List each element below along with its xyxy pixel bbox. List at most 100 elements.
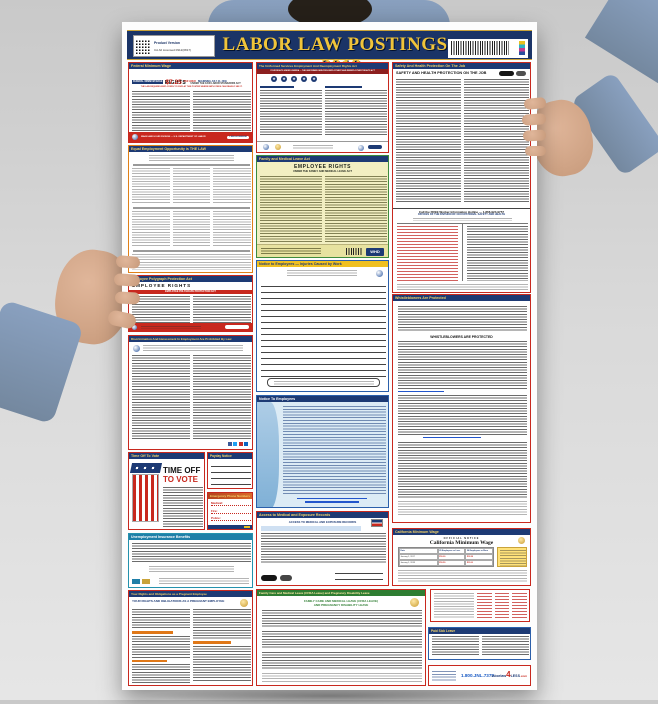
star-logo-icon: ★	[291, 76, 297, 82]
section-title: Whistleblowers Are Protected	[393, 295, 530, 301]
wage-table-cell: January 1, 2018	[399, 560, 438, 566]
body-text-lines	[325, 90, 387, 136]
section-title: Notice To Employees	[257, 396, 388, 402]
injury-form-lines	[261, 281, 386, 377]
star-logo-icon: ★	[311, 76, 317, 82]
orange-subhead-bar	[193, 641, 231, 644]
body-column	[132, 609, 190, 684]
strip-accent	[244, 526, 250, 528]
footer-text-lines	[141, 325, 201, 329]
fmla-subheading: UNDER THE FAMILY AND MEDICAL LEAVE ACT	[293, 170, 352, 173]
section-paid-sick-leave: Paid Sick Leave	[428, 627, 531, 660]
agency-logos-row	[132, 579, 150, 584]
section-title: Discrimination And Harassment In Employm…	[129, 336, 252, 342]
ballot-box-stripes	[132, 474, 159, 522]
table-divider	[462, 224, 463, 281]
poster-header: Product Version CA All Licensed 0912(081…	[127, 30, 532, 77]
body-text-lines	[163, 487, 203, 527]
poster-floor-shadow	[140, 688, 520, 704]
section-pregnant-employee-rights: Your Rights and Obligations as a Pregnan…	[128, 590, 253, 686]
wage-table-cell: $10.00	[437, 554, 466, 560]
osha-pill-icon	[280, 575, 292, 581]
section-payday-notice: Payday Notice	[207, 452, 253, 489]
body-text-lines	[132, 91, 190, 131]
qr-code-icon	[136, 39, 151, 54]
wage-effective-date: BEGINNING JULY 24, 2009	[197, 81, 227, 83]
wage-table-header: 25 Employees or Less	[437, 548, 466, 554]
edd-wave-decoration	[257, 402, 279, 507]
fmla-footer-strip: WHD	[257, 244, 388, 257]
dol-phone-pill: 1-866-4-USWAGE	[227, 135, 249, 139]
body-text-lines	[132, 168, 170, 204]
section-title: Time Off To Vote	[129, 453, 204, 459]
body-text-lines	[261, 533, 386, 563]
footer-fineprint-lines	[432, 671, 456, 681]
offices-subline	[413, 218, 512, 221]
section-title: Payday Notice	[208, 453, 252, 459]
section-title: Emergency Phone Numbers	[208, 493, 252, 499]
body-text-lines	[262, 652, 422, 670]
intro-text-lines	[287, 270, 357, 278]
emergency-row: Medical:	[211, 501, 251, 506]
section-injuries-caused-by-work: Notice to Employees — Injuries Caused by…	[256, 260, 389, 392]
body-text-lines	[262, 631, 422, 649]
body-text-lines	[260, 176, 322, 242]
section-title: Equal Employment Opportunity is THE LAW	[129, 146, 252, 152]
brand-post: less	[510, 674, 520, 678]
color-calibration-strip	[519, 41, 525, 55]
body-text-lines	[132, 296, 190, 323]
body-column	[193, 609, 251, 683]
body-text-lines	[432, 636, 479, 657]
body-text-lines	[325, 176, 387, 242]
emergency-row: Fire:	[211, 509, 251, 514]
wage-table-cell: $10.50	[465, 554, 493, 560]
footer-text-lines	[261, 248, 321, 256]
cfra-heading-1: FAMILY CARE AND MEDICAL LEAVE (CFRA LEAV…	[304, 599, 378, 603]
cal-osha-pill-icon	[261, 575, 277, 581]
body-text-lines	[172, 168, 211, 204]
section-title: Family Care and Medical Leave (CFRA Leav…	[257, 590, 425, 596]
footer-pill	[225, 325, 249, 329]
section-time-off-to-vote: Time Off To Vote TIME OFF TO VOTE	[128, 452, 205, 530]
footer-text-lines	[293, 145, 333, 150]
body-text-lines	[260, 90, 322, 136]
section-title: Your Rights and Obligations as a Pregnan…	[129, 591, 252, 597]
star-logo-icon: ★	[301, 76, 307, 82]
right-hand-finger	[522, 129, 547, 142]
section-california-minimum-wage: California Minimum Wage OFFICIAL NOTICE …	[392, 528, 531, 586]
section-unemployment-insurance: Unemployment Insurance Benefits	[128, 533, 253, 588]
left-hand-finger	[114, 291, 141, 305]
body-text-lines	[193, 296, 251, 323]
intro-text-lines	[149, 155, 234, 161]
osha-heading: SAFETY AND HEALTH PROTECTION ON THE JOB	[396, 71, 487, 75]
body-text-lines	[396, 79, 461, 204]
note-text-lines	[500, 550, 526, 566]
body-text-lines	[132, 543, 251, 563]
body-text-lines	[193, 91, 251, 131]
right-hand-finger	[525, 146, 546, 156]
poster-footer: 1.800.JNL.7377 laborlaw 4 less .com	[428, 665, 531, 686]
body-text-lines	[262, 673, 422, 682]
social-youtube-icon	[238, 442, 243, 446]
body-text-lines	[398, 306, 527, 332]
wage-table-cell: $11.00	[465, 560, 493, 566]
dol-footer-bar	[129, 323, 252, 331]
intro-text-lines	[143, 345, 243, 352]
service-logos-row: ★ ★ ★ ★ ★	[271, 76, 317, 82]
state-logo-icon	[142, 579, 150, 584]
body-text-lines	[213, 168, 252, 204]
records-heading: ACCESS TO MEDICAL AND EXPOSURE RECORDS	[288, 520, 357, 524]
body-column	[325, 85, 387, 137]
body-text-lines	[132, 635, 190, 658]
flsa-subheading: UNDER THE FAIR LABOR STANDARDS ACT	[190, 82, 241, 85]
body-text-lines	[262, 610, 422, 628]
wage-table: Date 25 Employees or Less 26 Employees o…	[398, 547, 494, 567]
edd-logo-icon	[132, 579, 140, 584]
body-text-lines	[132, 211, 170, 247]
labor-law-poster: Product Version CA All Licensed 0912(081…	[122, 22, 537, 690]
whd-logo-icon: WHD	[366, 247, 384, 256]
right-hand-finger	[521, 113, 547, 126]
fmla-heading: EMPLOYEE RIGHTS	[293, 164, 352, 170]
dfeh-seal-icon	[133, 345, 140, 352]
product-version-label: Product Version	[154, 41, 181, 45]
